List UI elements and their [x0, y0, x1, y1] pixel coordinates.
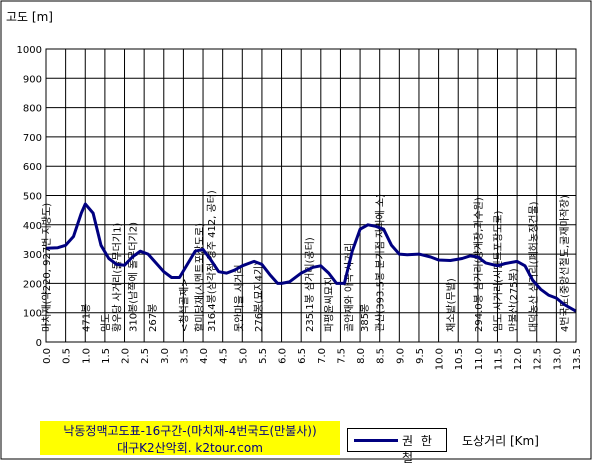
x-tick-label: 2.0 [121, 348, 132, 364]
x-tick-label: 7.5 [336, 348, 347, 364]
y-tick-label: 0 [36, 338, 42, 349]
annotation-label: 파평윤씨묘지 [324, 277, 336, 332]
annotation-label: 310봉(남쪽에 돌무더기2) [127, 222, 139, 332]
y-axis: 0 100 200 300 400 500 600 700 800 900 1000 [17, 45, 42, 349]
series-lines [45, 202, 577, 313]
annotation-label: 385봉 [359, 304, 371, 332]
y-tick-label: 1000 [17, 45, 42, 56]
x-tick-label: 11.0 [474, 348, 485, 370]
annotation-label: 294.0봉 삼거리(양계장,과수원) [473, 197, 485, 332]
x-tick-label: 3.5 [179, 348, 190, 364]
x-tick-label: 2.5 [140, 348, 151, 364]
chart-title: 낙동정맥고도표-16구간-(마치재-4번국도(만불사)) [63, 424, 317, 438]
annotation-label: 관산(393.5봉 분기점 자리에 소) [375, 194, 387, 332]
y-tick-label: 700 [23, 133, 42, 144]
x-tick-label: 5.5 [258, 348, 269, 364]
x-axis: 0.0 0.5 1.0 1.5 2.0 2.5 3.0 3.5 4.0 4.5 5.0 5.5 6.0 6… [42, 348, 583, 370]
y-tick-label: 500 [23, 192, 42, 203]
y-tick-label: 100 [23, 309, 42, 320]
chart-subtitle: 대구K2산악회. k2tour.com [117, 441, 263, 455]
annotation-label: 골안재와 아곡 사거리 [343, 243, 355, 332]
x-tick-label: 13.0 [552, 348, 563, 370]
x-tick-label: 8.0 [356, 348, 367, 364]
x-tick-label: 5.0 [238, 348, 249, 364]
annotation-label: 4번국도(중앙선철도,굴재마작장) [559, 195, 571, 332]
x-tick-label: 12.0 [513, 348, 524, 370]
y-tick-label: 200 [23, 279, 42, 290]
x-tick-label: 8.5 [376, 348, 387, 364]
legend-line-swatch [354, 439, 398, 442]
x-tick-label: 13.5 [572, 348, 583, 370]
annotation-label: 235.1봉 삼거리(공터) [304, 237, 316, 332]
legend-label: 권 한 철 [402, 434, 434, 465]
annotation-label: 못안마을 사거리 [233, 264, 245, 332]
y-tick-label: 900 [23, 74, 42, 85]
x-tick-label: 1.0 [81, 348, 92, 364]
annotation-label: 276봉(묘지4기) [253, 262, 265, 332]
x-tick-label: 9.0 [395, 348, 406, 364]
x-tick-label: 7.0 [317, 348, 328, 364]
annotation-label: 471봉 [80, 304, 92, 332]
annotation-label: 마치재(약220, 927번 지방도) [41, 203, 53, 332]
y-tick-label: 600 [23, 162, 42, 173]
x-tick-label: 1.5 [101, 348, 112, 364]
x-tick-label: 10.0 [435, 348, 446, 370]
x-tick-label: 4.0 [199, 348, 210, 364]
x-tick-label: 6.0 [278, 348, 289, 364]
x-tick-label: 10.5 [454, 348, 465, 370]
x-tick-label: 6.5 [297, 348, 308, 364]
x-tick-label: 9.5 [415, 348, 426, 364]
annotation-label: 할미당재(시멘트포장도로) [194, 223, 206, 332]
x-tick-label: 12.5 [533, 348, 544, 370]
y-axis-label: 고도 [m] [6, 10, 53, 24]
series-line [45, 202, 577, 313]
y-tick-label: 800 [23, 104, 42, 115]
annotation-label: 임도 [99, 314, 112, 332]
annotations: 마치재(약220, 927번 지방도) 471봉 임도 황우당 사거리(돌무더기1) 3… [41, 190, 571, 332]
y-tick-label: 300 [23, 250, 42, 261]
x-axis-label: 도상거리 [Km] [462, 434, 539, 448]
annotation-label: 황우당 사거리(돌무더기1) [112, 223, 124, 332]
annotation-label: 임도 사거리(시멘트포장도로) [491, 211, 504, 332]
x-tick-label: 4.5 [219, 348, 230, 364]
x-tick-label: 11.5 [493, 348, 504, 370]
y-tick-label: 400 [23, 221, 42, 232]
plot-frame [45, 48, 577, 343]
legend: 권 한 철 [347, 428, 447, 465]
annotation-label: 채소밭(무밭) [445, 278, 457, 332]
x-tick-label: 0.5 [62, 348, 73, 364]
title-box: 낙동정맥고도표-16구간-(마치재-4번국도(만불사)) 대구K2산악회. k2… [40, 421, 340, 455]
annotation-label: <청석골재> [178, 278, 190, 332]
x-tick-label: 3.0 [160, 348, 171, 364]
x-tick-label: 0.0 [42, 348, 53, 364]
annotation-label: 만불산(275봉) [508, 268, 520, 332]
annotation-label: 267봉 [147, 304, 159, 332]
annotation-label: 대덕농산 삼거리(폐허농장건물) [528, 201, 540, 332]
